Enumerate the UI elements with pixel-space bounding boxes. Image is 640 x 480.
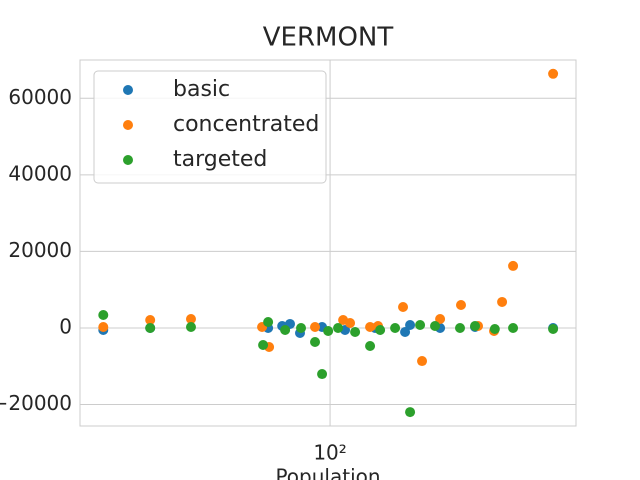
point xyxy=(455,322,466,333)
point xyxy=(455,299,466,310)
point xyxy=(333,322,344,333)
y-tick-label: 0 xyxy=(59,314,72,338)
point xyxy=(323,325,334,336)
point xyxy=(508,260,519,271)
point xyxy=(435,313,446,324)
point xyxy=(417,356,428,367)
y-tick-label: 20000 xyxy=(8,238,72,262)
y-tick-label: 40000 xyxy=(8,161,72,185)
y-tick-label: −20000 xyxy=(0,391,72,415)
point xyxy=(145,322,156,333)
point xyxy=(350,327,361,338)
point xyxy=(508,322,519,333)
point xyxy=(98,309,109,320)
legend-box xyxy=(93,70,327,184)
point xyxy=(470,321,481,332)
point xyxy=(317,369,328,380)
point xyxy=(280,324,291,335)
legend-label: basic xyxy=(173,77,230,102)
point xyxy=(548,68,559,79)
point xyxy=(415,320,426,331)
point xyxy=(345,317,356,328)
x-tick-label: 10² xyxy=(313,441,346,465)
point xyxy=(400,327,411,338)
point xyxy=(258,339,269,350)
y-tick-label: 60000 xyxy=(8,85,72,109)
legend-marker xyxy=(123,85,133,95)
point xyxy=(398,301,409,312)
point xyxy=(365,341,376,352)
point xyxy=(98,321,109,332)
point xyxy=(390,322,401,333)
point xyxy=(430,321,441,332)
point xyxy=(185,321,196,332)
point xyxy=(489,323,500,334)
legend-marker xyxy=(123,120,133,130)
point xyxy=(548,323,559,334)
point xyxy=(405,320,416,331)
point xyxy=(185,313,196,324)
point xyxy=(497,296,508,307)
point xyxy=(405,407,416,418)
point xyxy=(263,316,274,327)
point xyxy=(310,337,321,348)
legend-label: concentrated xyxy=(173,112,319,137)
point xyxy=(145,314,156,325)
point xyxy=(375,324,386,335)
point xyxy=(296,322,307,333)
legend-marker xyxy=(123,155,133,165)
chart-title: VERMONT xyxy=(263,23,394,53)
point xyxy=(310,321,321,332)
legend-label: targeted xyxy=(173,147,267,172)
point xyxy=(365,321,376,332)
plot-frame xyxy=(79,59,577,427)
x-axis-label: Population xyxy=(275,465,380,480)
